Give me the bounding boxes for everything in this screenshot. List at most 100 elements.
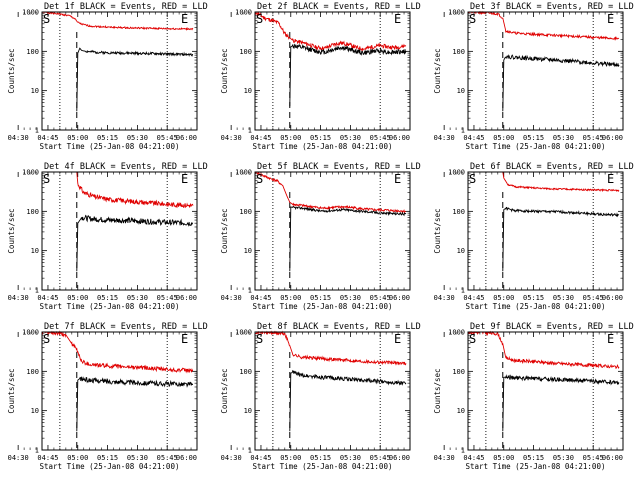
x-tick-label: 04:30 <box>8 294 29 302</box>
y-axis-label: Counts/sec <box>433 48 442 93</box>
plot-title: Det 2f BLACK = Events, RED = LLD <box>257 2 421 12</box>
end-marker: E <box>607 172 614 186</box>
y-tick-label: 1000 <box>235 9 252 17</box>
x-tick-label: 05:30 <box>553 134 574 142</box>
y-axis-label: Counts/sec <box>7 208 16 253</box>
series-line-events <box>76 47 194 112</box>
x-tick-label: 04:45 <box>250 294 271 302</box>
series-line-lld <box>41 11 194 31</box>
y-tick-label: 100 <box>452 208 465 216</box>
y-axis-label: Counts/sec <box>220 368 229 413</box>
start-marker: S <box>256 332 263 346</box>
x-tick-label: 04:45 <box>37 454 58 462</box>
x-tick-label: 04:30 <box>221 134 242 142</box>
x-tick-label: 04:30 <box>434 134 455 142</box>
plot-frame <box>254 171 411 291</box>
plot-frame <box>41 331 198 451</box>
series-line-lld <box>254 330 407 366</box>
x-tick-label: 05:30 <box>127 134 148 142</box>
y-axis-label: Counts/sec <box>220 208 229 253</box>
detector-plot-6: Det 6f BLACK = Events, RED = LLD Counts/s… <box>433 162 634 311</box>
y-axis-label: Counts/sec <box>433 208 442 253</box>
x-tick-label: 04:30 <box>221 294 242 302</box>
x-axis-label: Start Time (25-Jan-08 04:21:00) <box>40 462 180 471</box>
y-tick-label: 1000 <box>448 329 465 337</box>
x-tick-label: 05:00 <box>280 454 301 462</box>
series-line-lld <box>254 171 407 214</box>
plot-title: Det 9f BLACK = Events, RED = LLD <box>470 322 634 332</box>
y-tick-label: 10 <box>457 247 465 255</box>
plot-frame <box>254 331 411 451</box>
plot-frame <box>254 11 411 131</box>
x-axis-label: Start Time (25-Jan-08 04:21:00) <box>466 462 606 471</box>
y-axis-label: Counts/sec <box>220 48 229 93</box>
detector-plot-9: Det 9f BLACK = Events, RED = LLD Counts/s… <box>433 322 634 471</box>
y-tick-label: 1 <box>35 287 39 295</box>
x-tick-label: 05:30 <box>127 294 148 302</box>
x-tick-label: 05:00 <box>493 294 514 302</box>
x-tick-label: 04:45 <box>37 294 58 302</box>
start-marker: S <box>469 172 476 186</box>
x-tick-label: 05:45 <box>583 454 604 462</box>
x-tick-label: 05:30 <box>553 454 574 462</box>
end-marker: E <box>394 172 401 186</box>
x-tick-label: 04:45 <box>37 134 58 142</box>
y-tick-label: 1000 <box>235 169 252 177</box>
y-tick-label: 1 <box>461 447 465 455</box>
y-tick-label: 10 <box>244 407 252 415</box>
y-tick-label: 100 <box>452 48 465 56</box>
series-line-lld <box>76 171 194 209</box>
plot-title: Det 8f BLACK = Events, RED = LLD <box>257 322 421 332</box>
start-marker: S <box>469 12 476 26</box>
x-tick-label: 06:00 <box>176 454 197 462</box>
x-tick-label: 05:45 <box>157 294 178 302</box>
x-tick-label: 04:30 <box>221 454 242 462</box>
series-line-lld <box>467 330 620 370</box>
start-marker: S <box>43 332 50 346</box>
plot-title: Det 3f BLACK = Events, RED = LLD <box>470 2 634 12</box>
y-tick-label: 10 <box>457 87 465 95</box>
x-axis-label: Start Time (25-Jan-08 04:21:00) <box>40 302 180 311</box>
x-tick-label: 05:15 <box>310 294 331 302</box>
y-tick-label: 100 <box>26 208 39 216</box>
y-tick-label: 1000 <box>22 329 39 337</box>
series-line-lld <box>502 171 620 193</box>
x-axis-label: Start Time (25-Jan-08 04:21:00) <box>466 142 606 151</box>
y-tick-label: 1 <box>248 127 252 135</box>
x-axis-label: Start Time (25-Jan-08 04:21:00) <box>466 302 606 311</box>
x-tick-label: 05:00 <box>67 134 88 142</box>
x-tick-label: 06:00 <box>176 134 197 142</box>
x-tick-label: 05:45 <box>157 134 178 142</box>
y-tick-label: 1 <box>35 127 39 135</box>
x-tick-label: 05:15 <box>97 294 118 302</box>
y-tick-label: 10 <box>244 87 252 95</box>
x-tick-label: 04:30 <box>434 454 455 462</box>
y-axis-label: Counts/sec <box>7 48 16 93</box>
detector-plot-2: Det 2f BLACK = Events, RED = LLD Counts/s… <box>220 2 421 151</box>
start-marker: S <box>256 12 263 26</box>
x-tick-label: 05:00 <box>67 454 88 462</box>
y-tick-label: 100 <box>26 368 39 376</box>
plot-title: Det 5f BLACK = Events, RED = LLD <box>257 162 421 172</box>
x-axis-label: Start Time (25-Jan-08 04:21:00) <box>40 142 180 151</box>
y-tick-label: 1000 <box>448 169 465 177</box>
series-line-events <box>289 43 407 107</box>
x-axis-label: Start Time (25-Jan-08 04:21:00) <box>253 142 393 151</box>
y-tick-label: 10 <box>457 407 465 415</box>
x-axis-label: Start Time (25-Jan-08 04:21:00) <box>253 462 393 471</box>
y-tick-label: 10 <box>31 247 39 255</box>
y-tick-label: 1 <box>461 287 465 295</box>
x-tick-label: 05:15 <box>97 134 118 142</box>
x-tick-label: 06:00 <box>389 454 410 462</box>
y-tick-label: 10 <box>244 247 252 255</box>
x-tick-label: 05:00 <box>493 134 514 142</box>
series-line-events <box>502 374 620 432</box>
x-tick-label: 05:15 <box>523 454 544 462</box>
x-tick-label: 06:00 <box>389 134 410 142</box>
y-axis-label: Counts/sec <box>433 368 442 413</box>
x-tick-label: 05:15 <box>310 134 331 142</box>
detector-plot-5: Det 5f BLACK = Events, RED = LLD Counts/s… <box>220 162 421 311</box>
y-tick-label: 10 <box>31 87 39 95</box>
series-line-events <box>502 54 620 112</box>
plot-frame <box>467 11 624 131</box>
